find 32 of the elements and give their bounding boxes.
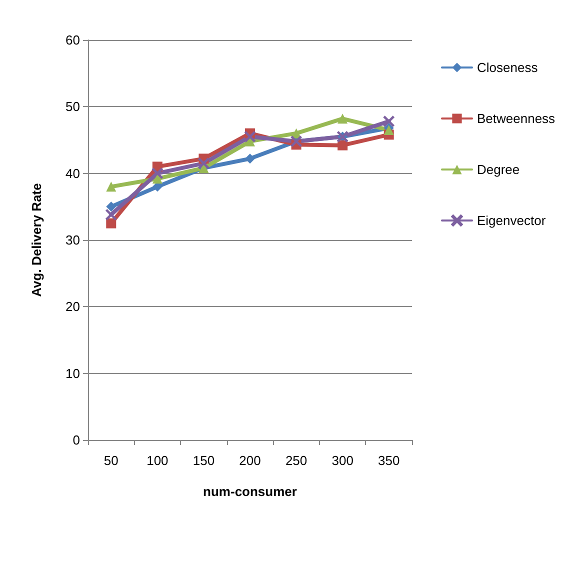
legend-label: Closeness <box>477 60 538 75</box>
x-tick-label: 250 <box>285 453 308 468</box>
x-tick-label: 150 <box>192 453 215 468</box>
y-axis-title: Avg. Delivery Rate <box>29 183 44 297</box>
point <box>198 158 210 169</box>
x-axis-title: num-consumer <box>203 484 297 499</box>
point <box>106 182 116 192</box>
point <box>338 140 348 150</box>
legend-label: Eigenvector <box>477 213 546 228</box>
y-tick-label: 30 <box>66 232 80 248</box>
point <box>245 154 255 164</box>
point <box>383 116 394 127</box>
y-tick-label: 20 <box>66 299 80 314</box>
y-tick-label: 0 <box>72 432 80 448</box>
point <box>152 168 163 179</box>
point <box>338 114 348 124</box>
point <box>244 131 256 142</box>
y-tick-label: 10 <box>66 366 80 381</box>
point <box>106 202 116 212</box>
x-tick-label: 100 <box>146 453 168 468</box>
point <box>106 218 116 228</box>
point <box>106 209 117 220</box>
y-tick-label: 40 <box>66 166 80 181</box>
x-tick-label: 50 <box>104 453 118 468</box>
y-tick-label: 60 <box>66 32 80 48</box>
legend-label: Degree <box>477 162 520 177</box>
point <box>152 174 162 184</box>
x-tick-label: 200 <box>239 453 261 468</box>
y-tick-label: 50 <box>66 99 80 114</box>
x-tick-label: 300 <box>332 453 354 468</box>
x-tick-label: 350 <box>378 453 400 468</box>
legend-label: Betweenness <box>477 111 556 126</box>
